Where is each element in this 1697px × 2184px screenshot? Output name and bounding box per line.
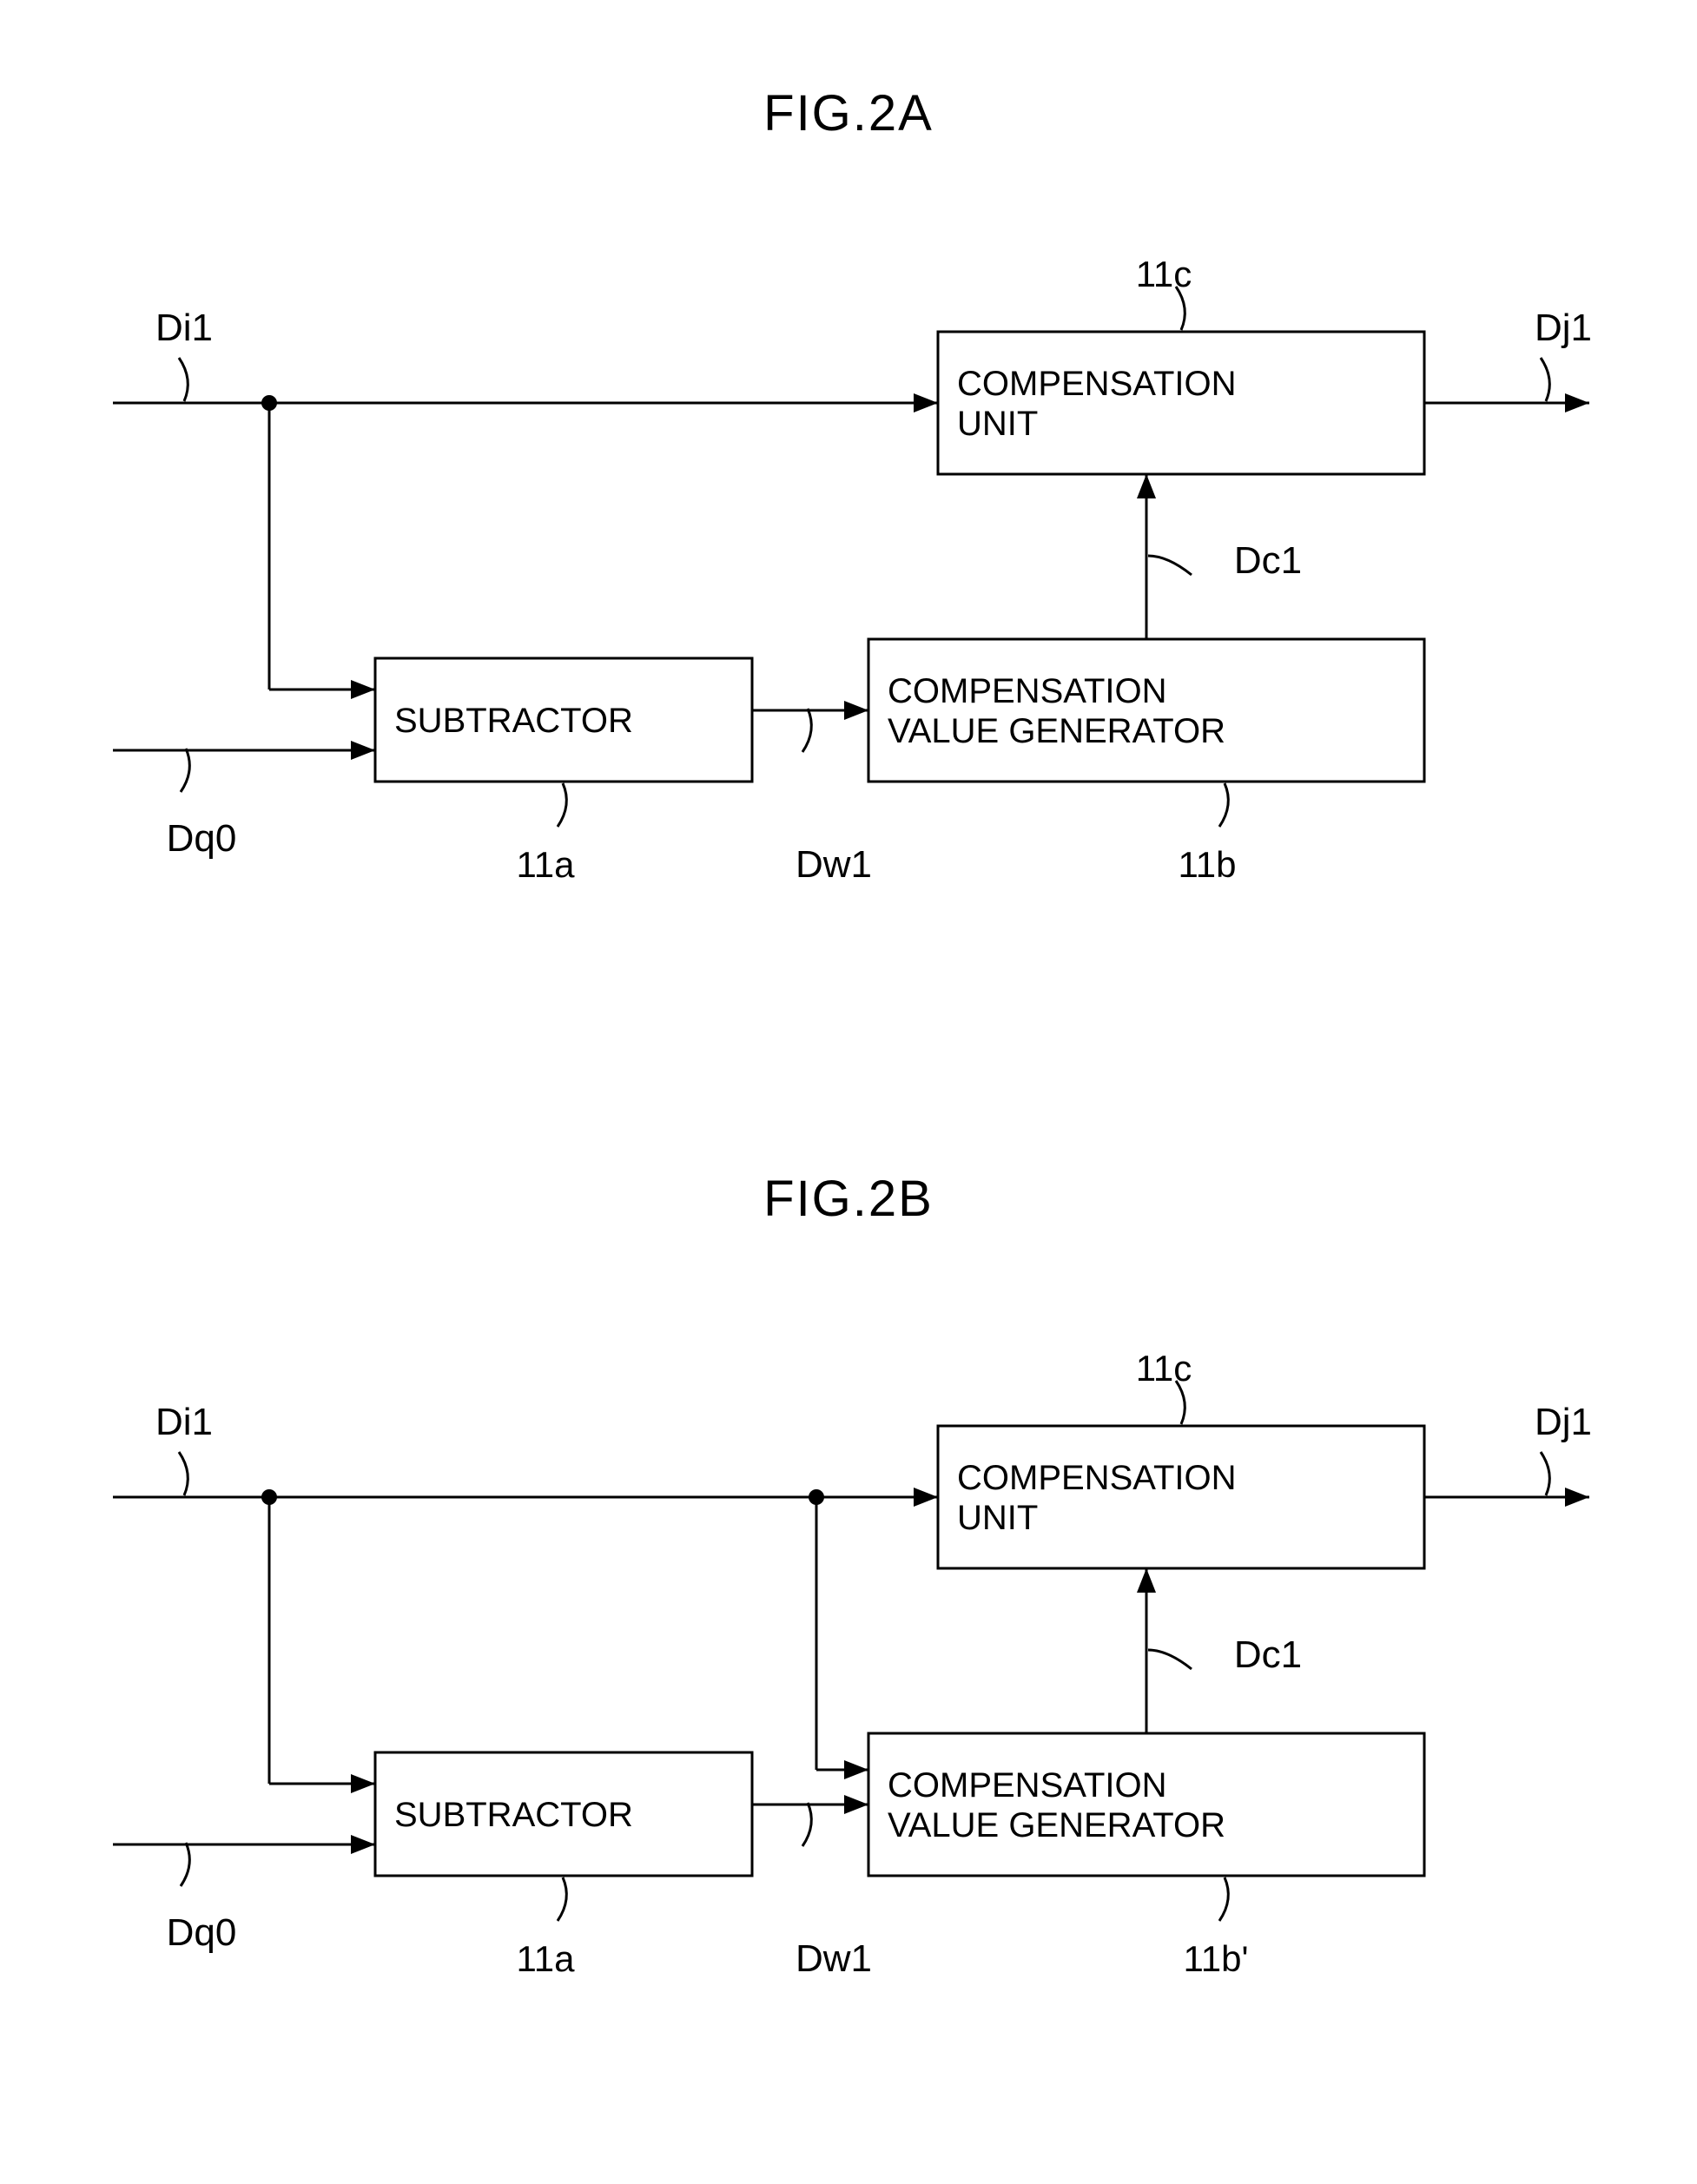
lead-line <box>1541 358 1549 401</box>
signal-label: Di1 <box>155 1401 213 1443</box>
block-comp_unit-label: UNIT <box>957 405 1038 443</box>
ref-subtractor: 11a <box>517 844 576 885</box>
lead-line <box>1219 1877 1228 1921</box>
block-comp_val <box>868 1733 1424 1876</box>
signal-label: Di1 <box>155 307 213 349</box>
lead-line <box>179 1452 188 1495</box>
signal-label: Dj1 <box>1535 307 1592 349</box>
lead-line <box>558 1877 566 1921</box>
lead-line <box>1148 556 1192 575</box>
block-diagram-svg: FIG.2ASUBTRACTOR11aCOMPENSATIONVALUE GEN… <box>0 0 1697 2184</box>
junction-dot <box>261 395 277 411</box>
block-comp_val <box>868 639 1424 782</box>
figure-title: FIG.2B <box>763 1171 934 1227</box>
signal-label: Dj1 <box>1535 1401 1592 1443</box>
block-comp_val-label: COMPENSATION <box>888 1766 1167 1805</box>
signal-label: Dc1 <box>1234 539 1302 582</box>
arrow-head <box>351 680 375 699</box>
ref-subtractor: 11a <box>517 1938 576 1979</box>
junction-dot <box>809 1489 824 1505</box>
lead-line <box>181 749 189 792</box>
signal-label: Dw1 <box>796 1937 872 1980</box>
lead-line <box>181 1843 189 1886</box>
block-comp_unit <box>938 332 1424 474</box>
block-comp_unit-label: COMPENSATION <box>957 365 1237 403</box>
lead-line <box>179 358 188 401</box>
arrow-head <box>844 1760 868 1779</box>
block-comp_val-label: VALUE GENERATOR <box>888 1806 1225 1844</box>
figure-title: FIG.2A <box>763 85 934 142</box>
block-subtractor-label: SUBTRACTOR <box>394 1796 633 1834</box>
arrow-head <box>351 1774 375 1793</box>
lead-line <box>1148 1650 1192 1669</box>
signal-label: Dw1 <box>796 843 872 886</box>
ref-comp_unit: 11c <box>1136 1348 1192 1389</box>
block-comp_val-label: COMPENSATION <box>888 672 1167 710</box>
arrow-head <box>844 1795 868 1814</box>
arrow-head <box>351 1835 375 1854</box>
block-comp_unit <box>938 1426 1424 1568</box>
arrow-head <box>914 393 938 412</box>
block-comp_unit-label: COMPENSATION <box>957 1459 1237 1497</box>
lead-line <box>802 1803 811 1846</box>
signal-label: Dq0 <box>167 817 237 860</box>
block-comp_val-label: VALUE GENERATOR <box>888 712 1225 750</box>
arrow-head <box>914 1488 938 1507</box>
signal-label: Dq0 <box>167 1911 237 1954</box>
arrow-head <box>844 701 868 720</box>
block-subtractor-label: SUBTRACTOR <box>394 702 633 740</box>
lead-line <box>558 783 566 827</box>
ref-comp_val: 11b' <box>1184 1938 1249 1979</box>
signal-label: Dc1 <box>1234 1633 1302 1676</box>
lead-line <box>1541 1452 1549 1495</box>
arrow-head <box>1565 1488 1589 1507</box>
arrow-head <box>1565 393 1589 412</box>
block-comp_unit-label: UNIT <box>957 1499 1038 1537</box>
junction-dot <box>261 1489 277 1505</box>
arrow-head <box>351 741 375 760</box>
ref-comp_unit: 11c <box>1136 254 1192 294</box>
arrow-head <box>1137 1568 1156 1593</box>
lead-line <box>1219 783 1228 827</box>
arrow-head <box>1137 474 1156 498</box>
ref-comp_val: 11b <box>1179 844 1237 885</box>
lead-line <box>802 709 811 752</box>
